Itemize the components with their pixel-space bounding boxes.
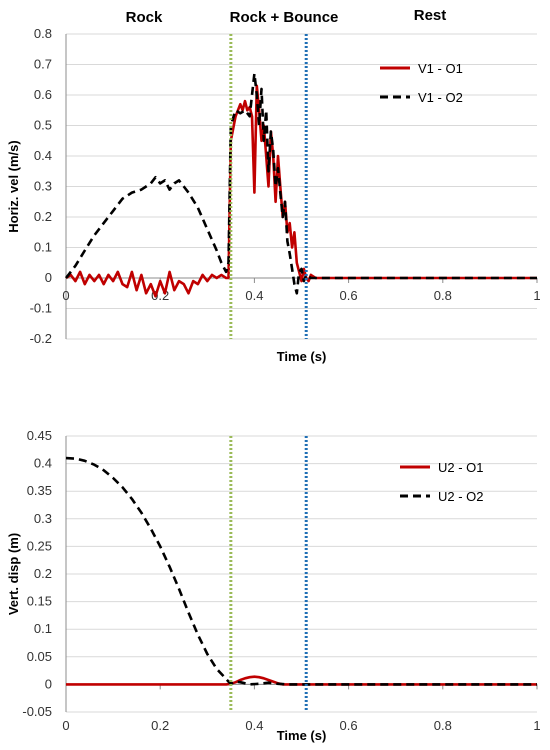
- x-axis-title: Time (s): [277, 728, 327, 743]
- y-tick-label: 0.2: [34, 209, 52, 224]
- series-line-0: [65, 84, 537, 298]
- y-tick-label: 0.3: [34, 179, 52, 194]
- y-tick-label: 0.1: [34, 621, 52, 636]
- y-tick-label: 0.3: [34, 511, 52, 526]
- phase-label-rock-bounce: Rock + Bounce: [230, 9, 339, 26]
- x-tick-label: 0.6: [340, 718, 358, 733]
- x-tick-label: 0.8: [434, 718, 452, 733]
- x-tick-label: 1: [533, 288, 540, 303]
- legend-label-1: U2 - O2: [438, 489, 484, 504]
- series-line-1: [65, 456, 537, 686]
- y-tick-label: 0.2: [34, 566, 52, 581]
- x-tick-label: 0: [62, 718, 69, 733]
- y-tick-label: 0.7: [34, 57, 52, 72]
- y-tick-label: 0: [45, 676, 52, 691]
- x-tick-label: 0.4: [245, 288, 263, 303]
- y-tick-label: 0.45: [27, 428, 52, 443]
- legend-label-0: U2 - O1: [438, 460, 484, 475]
- y-tick-label: 0.4: [34, 148, 52, 163]
- y-tick-label: 0.05: [27, 649, 52, 664]
- series-line-0: [66, 675, 537, 686]
- phase-label-rock: Rock: [126, 9, 163, 26]
- y-tick-label: 0.1: [34, 240, 52, 255]
- legend-label-1: V1 - O2: [418, 90, 463, 105]
- y-tick-label: 0.35: [27, 483, 52, 498]
- y-tick-label: 0.6: [34, 87, 52, 102]
- y-tick-label: 0.25: [27, 538, 52, 553]
- y-axis-title: Vert. disp (m): [6, 533, 21, 615]
- series-line-1: [64, 72, 537, 295]
- y-axis-title: Horiz. vel (m/s): [6, 140, 21, 232]
- x-tick-label: 1: [533, 718, 540, 733]
- displacement-chart: -0.05 0 0.05 0.1 0.15 0.2 0.25 0.3 0.35 0.4 0.45 0 0…: [6, 428, 541, 743]
- x-tick-label: 0.2: [151, 718, 169, 733]
- x-tick-label: 0.6: [340, 288, 358, 303]
- x-axis-title: Time (s): [277, 349, 327, 364]
- y-tick-label: 0.4: [34, 456, 52, 471]
- y-tick-label: -0.05: [22, 704, 52, 719]
- x-tick-label: 0: [62, 288, 69, 303]
- velocity-chart: -0.2-0.100.10.20.30.40.50.60.70.80 0.2 0.4…: [6, 26, 541, 364]
- x-tick-label: 0.8: [434, 288, 452, 303]
- y-tick-label: 0.8: [34, 26, 52, 41]
- y-tick-label: -0.2: [30, 331, 52, 346]
- phase-label-rest: Rest: [414, 7, 447, 24]
- y-tick-label: 0: [45, 270, 52, 285]
- y-tick-label: 0.15: [27, 594, 52, 609]
- y-tick-label: -0.1: [30, 301, 52, 316]
- legend-label-0: V1 - O1: [418, 61, 463, 76]
- x-tick-label: 0.4: [245, 718, 263, 733]
- y-tick-label: 0.5: [34, 118, 52, 133]
